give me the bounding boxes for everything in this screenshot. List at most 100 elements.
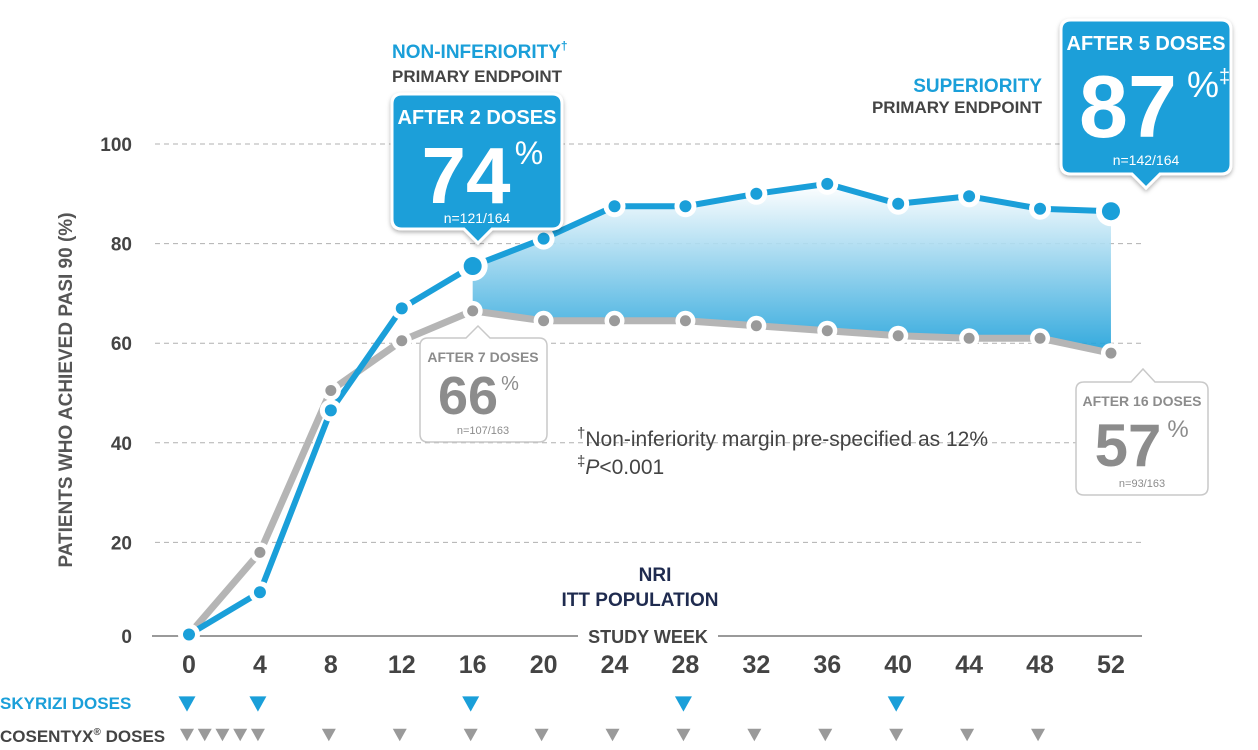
callout-value: 66 [438,366,498,426]
x-tick-24: 24 [601,651,629,679]
callout-n: n=142/164 [1113,152,1180,168]
superiority-heading: SUPERIORITY [913,76,1042,97]
cosentyx-point-wk32 [746,315,767,336]
x-tick-12: 12 [388,651,416,679]
point-dot [324,404,337,417]
callout-cosentyx-week52: AFTER 16 DOSES 57 % n=93/163 [1075,367,1209,496]
cosentyx-dose-wk48 [1031,728,1046,742]
skyrizi-dose-wk0 [178,696,196,712]
point-dot [325,385,337,397]
cosentyx-dose-markers [180,728,1046,742]
x-tick-labels: 0 4 8 12 16 20 24 28 32 36 40 44 48 52 [182,651,1125,679]
x-axis-label: STUDY WEEK [588,627,708,647]
callout-title: AFTER 16 DOSES [1082,393,1201,409]
x-tick-8: 8 [324,651,338,679]
callout-box-gray-2 [1075,367,1209,496]
point-dot [1034,332,1046,344]
callout-value: 74 [422,131,511,220]
cosentyx-line [185,307,1115,639]
skyrizi-point-wk36 [816,172,839,195]
point-dot [679,315,691,327]
point-dot [608,200,621,213]
y-tick-0: 0 [121,627,132,648]
skyrizi-points [178,172,1126,646]
point-dot [253,586,266,599]
callout-unit: %‡ [1187,64,1230,105]
callout-box-blue-2 [1059,18,1233,191]
skyrizi-point-wk40 [887,192,910,215]
point-dot [609,315,621,327]
cosentyx-dose-wk24 [605,728,620,742]
footnote-1: †Non-inferiority margin pre-specified as… [577,425,988,451]
non-inferiority-subheading: PRIMARY ENDPOINT [392,67,563,86]
cosentyx-dose-wk1 [197,728,212,742]
cosentyx-dose-wk40 [889,728,904,742]
x-tick-44: 44 [955,651,983,679]
cosentyx-dose-wk16 [463,728,478,742]
point-dot [963,332,975,344]
skyrizi-point-wk16 [457,251,488,282]
skyrizi-point-wk32 [745,182,768,205]
cosentyx-dose-wk32 [747,728,762,742]
point-dot [892,197,905,210]
skyrizi-line [186,180,1114,638]
footnote-2: ‡P<0.001 [577,453,664,479]
y-tick-40: 40 [111,434,132,455]
callout-box-blue-1 [390,92,564,246]
skyrizi-dose-markers [178,696,905,712]
x-tick-20: 20 [530,651,558,679]
population-label-1: NRI [639,565,672,586]
callout-skyrizi-week52: SUPERIORITY PRIMARY ENDPOINT AFTER 5 DOS… [872,18,1233,191]
skyrizi-dose-wk40 [887,696,905,712]
callout-unit: % [515,135,543,171]
callout-title: AFTER 7 DOSES [427,349,538,365]
callout-value: 87 [1079,57,1177,156]
cosentyx-dose-wk28 [676,728,691,742]
callout-box-gray-1 [419,324,548,443]
point-dot [679,200,692,213]
y-axis-label: PATIENTS WHO ACHIEVED PASI 90 (%) [56,212,77,567]
cosentyx-point-wk52 [1100,343,1121,364]
y-tick-labels: 0 20 40 60 80 100 [100,135,132,648]
x-tick-36: 36 [813,651,841,679]
x-tick-40: 40 [884,651,912,679]
cosentyx-dose-wk0 [180,728,194,742]
point-dot [1034,202,1047,215]
y-tick-100: 100 [100,135,132,156]
cosentyx-dose-wk2 [215,728,230,742]
x-tick-16: 16 [459,651,487,679]
cosentyx-point-wk8 [320,380,341,401]
population-label-2: ITT POPULATION [562,590,719,611]
cosentyx-point-wk16 [462,300,483,321]
skyrizi-dose-wk16 [462,696,480,712]
cosentyx-dose-wk4 [250,728,265,742]
cosentyx-point-wk28 [675,310,696,331]
x-tick-4: 4 [253,651,267,679]
point-dot [183,628,195,641]
non-inferiority-heading: NON-INFERIORITY† [392,39,568,63]
point-dot [821,177,834,190]
skyrizi-point-wk0 [178,623,200,646]
skyrizi-point-wk20 [532,227,555,250]
point-dot [395,302,408,315]
skyrizi-point-wk28 [674,195,697,218]
point-dot [750,187,763,200]
cosentyx-dose-wk44 [960,728,975,742]
callout-n: n=121/164 [444,210,511,226]
point-dot [467,305,479,317]
y-tick-60: 60 [111,334,132,355]
callout-skyrizi-week16: NON-INFERIORITY† PRIMARY ENDPOINT AFTER … [390,39,568,246]
cosentyx-point-wk12 [391,330,412,351]
point-dot [463,257,482,276]
point-dot [538,315,550,327]
point-dot [1105,347,1117,359]
x-tick-52: 52 [1097,651,1125,679]
callout-cosentyx-week16: AFTER 7 DOSES 66 % n=107/163 [419,324,548,443]
skyrizi-point-wk24 [603,195,626,218]
cosentyx-point-wk4 [249,542,270,563]
cosentyx-point-wk24 [604,310,625,331]
skyrizi-doses-label: SKYRIZI DOSES [0,694,131,713]
cosentyx-point-wk36 [817,320,838,341]
cosentyx-dose-wk36 [818,728,833,742]
